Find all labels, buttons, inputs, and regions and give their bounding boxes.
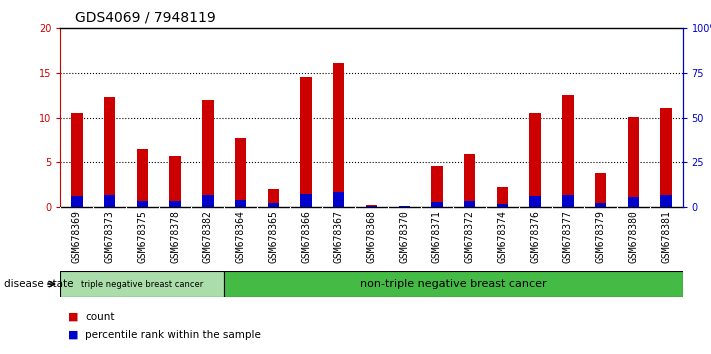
- Bar: [169, 156, 181, 207]
- Bar: [104, 195, 115, 207]
- Text: GSM678367: GSM678367: [333, 210, 343, 263]
- FancyBboxPatch shape: [60, 271, 224, 297]
- Text: GSM678375: GSM678375: [137, 210, 147, 263]
- Bar: [71, 113, 82, 207]
- Bar: [169, 201, 181, 207]
- Bar: [398, 206, 410, 207]
- Text: percentile rank within the sample: percentile rank within the sample: [85, 330, 261, 339]
- Text: GSM678374: GSM678374: [498, 210, 508, 263]
- Text: GSM678373: GSM678373: [105, 210, 114, 263]
- Bar: [365, 206, 378, 207]
- Bar: [628, 117, 639, 207]
- Bar: [530, 196, 541, 207]
- Text: GSM678371: GSM678371: [432, 210, 442, 263]
- Text: triple negative breast cancer: triple negative breast cancer: [81, 280, 203, 289]
- Bar: [661, 108, 672, 207]
- Bar: [267, 189, 279, 207]
- Bar: [497, 187, 508, 207]
- Text: GSM678378: GSM678378: [170, 210, 180, 263]
- Bar: [464, 201, 476, 207]
- Text: GSM678370: GSM678370: [400, 210, 410, 263]
- Text: GSM678381: GSM678381: [661, 210, 671, 263]
- Text: GSM678366: GSM678366: [301, 210, 311, 263]
- Bar: [235, 138, 246, 207]
- Text: GSM678372: GSM678372: [465, 210, 475, 263]
- Text: ■: ■: [68, 330, 78, 339]
- Text: ■: ■: [68, 312, 78, 322]
- Bar: [137, 149, 148, 207]
- Bar: [202, 100, 213, 207]
- Text: GSM678377: GSM678377: [563, 210, 573, 263]
- Bar: [365, 205, 378, 207]
- Text: count: count: [85, 312, 114, 322]
- Bar: [432, 166, 443, 207]
- Text: GSM678364: GSM678364: [235, 210, 245, 263]
- Text: GSM678368: GSM678368: [366, 210, 377, 263]
- Bar: [530, 113, 541, 207]
- Bar: [398, 206, 410, 207]
- Bar: [235, 200, 246, 207]
- Bar: [137, 201, 148, 207]
- Text: disease state: disease state: [4, 279, 73, 289]
- Bar: [497, 204, 508, 207]
- Text: GSM678365: GSM678365: [268, 210, 278, 263]
- Text: GDS4069 / 7948119: GDS4069 / 7948119: [75, 11, 215, 25]
- Bar: [595, 202, 606, 207]
- Bar: [432, 202, 443, 207]
- Bar: [71, 196, 82, 207]
- Bar: [333, 63, 345, 207]
- Bar: [104, 97, 115, 207]
- Bar: [300, 78, 311, 207]
- Bar: [661, 195, 672, 207]
- Bar: [628, 197, 639, 207]
- Bar: [300, 194, 311, 207]
- Text: GSM678376: GSM678376: [530, 210, 540, 263]
- FancyBboxPatch shape: [224, 271, 683, 297]
- Bar: [595, 173, 606, 207]
- Bar: [333, 192, 345, 207]
- Bar: [562, 195, 574, 207]
- Text: non-triple negative breast cancer: non-triple negative breast cancer: [360, 279, 547, 289]
- Bar: [202, 195, 213, 207]
- Text: GSM678379: GSM678379: [596, 210, 606, 263]
- Bar: [464, 154, 476, 207]
- Bar: [267, 202, 279, 207]
- Text: GSM678380: GSM678380: [629, 210, 638, 263]
- Bar: [562, 95, 574, 207]
- Text: GSM678369: GSM678369: [72, 210, 82, 263]
- Text: GSM678382: GSM678382: [203, 210, 213, 263]
